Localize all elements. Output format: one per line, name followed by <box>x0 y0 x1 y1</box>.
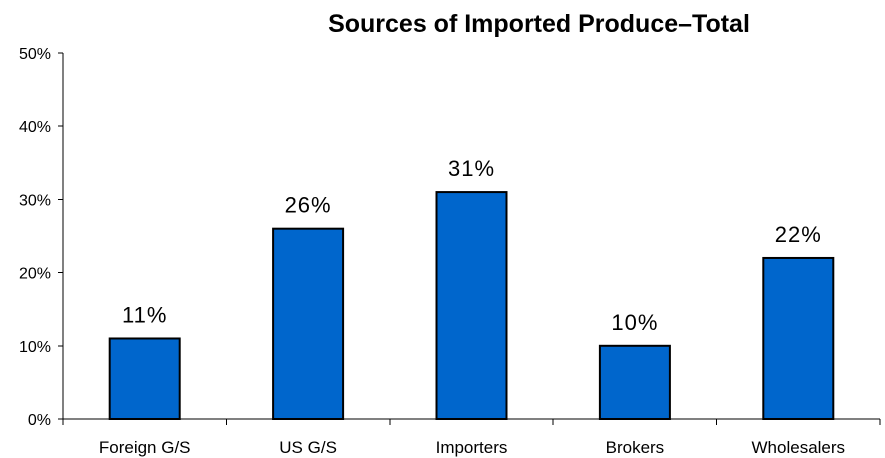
x-tick-label: Wholesalers <box>752 438 846 457</box>
data-label: 10% <box>611 310 658 335</box>
y-tick-label: 40% <box>19 119 51 136</box>
data-label: 31% <box>448 156 495 181</box>
x-tick-label: Brokers <box>606 438 665 457</box>
y-tick-label: 30% <box>19 192 51 209</box>
bar <box>108 337 181 421</box>
data-label: 26% <box>285 193 332 218</box>
bar <box>598 344 671 420</box>
chart-title: Sources of Imported Produce–Total <box>328 10 750 38</box>
x-tick-label: Importers <box>436 438 508 457</box>
x-tick-label: Foreign G/S <box>99 438 191 457</box>
data-labels: 11% 26% 31% 10% 22% <box>122 156 822 335</box>
y-axis: 0% 10% 20% 30% 40% 50% <box>19 46 64 429</box>
x-tick-label: US G/S <box>279 438 337 457</box>
bar <box>272 227 345 420</box>
bar <box>435 191 508 420</box>
bar <box>762 256 835 420</box>
bars <box>108 191 835 421</box>
y-tick-label: 20% <box>19 266 51 283</box>
y-tick-label: 10% <box>19 339 51 356</box>
x-axis: Foreign G/S US G/S Importers Brokers Wholesa… <box>62 418 881 457</box>
data-label: 11% <box>122 302 167 327</box>
y-tick-label: 0% <box>28 412 51 429</box>
y-tick-label: 50% <box>19 46 51 63</box>
data-label: 22% <box>775 222 822 247</box>
